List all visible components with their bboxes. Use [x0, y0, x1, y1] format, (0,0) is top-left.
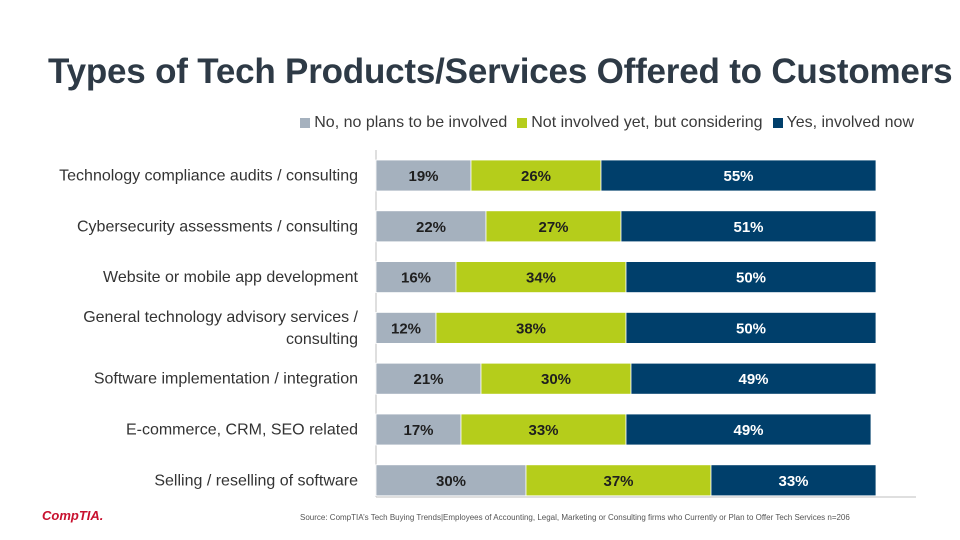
bar-segment-yes [710, 464, 877, 497]
legend-label-yes: Yes, involved now [786, 114, 915, 131]
data-label-yes: 50% [736, 270, 766, 287]
data-label-considering: 34% [526, 270, 556, 287]
category-label: consulting [286, 331, 358, 348]
category-label: Technology compliance audits / consultin… [59, 168, 358, 185]
category-label: General technology advisory services / [83, 309, 358, 326]
bar-segment-considering [480, 362, 632, 395]
data-label-no: 21% [413, 371, 443, 388]
category-label: E-commerce, CRM, SEO related [126, 422, 358, 439]
data-label-no: 22% [416, 219, 446, 236]
data-label-yes: 50% [736, 320, 766, 337]
legend-swatch-no [300, 118, 311, 128]
category-label: Selling / reselling of software [154, 472, 358, 489]
legend-item-no: No, no plans to be involved [300, 114, 507, 132]
data-label-no: 17% [403, 422, 433, 439]
bar-segment-considering [470, 159, 602, 192]
data-label-no: 30% [436, 473, 466, 490]
legend-swatch-considering [517, 118, 528, 128]
data-label-considering: 37% [603, 473, 633, 490]
bar-segment-yes [625, 311, 877, 344]
data-label-yes: 55% [723, 168, 753, 185]
data-label-yes: 49% [738, 371, 768, 388]
data-label-yes: 49% [733, 422, 763, 439]
data-label-yes: 33% [778, 473, 808, 490]
bar-segment-considering [460, 413, 627, 446]
legend-label-no: No, no plans to be involved [314, 114, 508, 131]
legend-item-yes: Yes, involved now [772, 114, 915, 132]
bar-segment-considering [525, 464, 712, 497]
bar-segment-considering [435, 311, 627, 344]
data-label-considering: 26% [521, 168, 551, 185]
bar-segment-yes [630, 362, 877, 395]
bar-segment-no [375, 210, 487, 243]
data-label-no: 19% [408, 168, 438, 185]
bar-segment-yes [600, 159, 877, 192]
data-label-no: 12% [391, 320, 421, 337]
bar-segment-yes [625, 413, 872, 446]
legend: No, no plans to be involved Not involved… [300, 114, 914, 132]
data-label-considering: 38% [516, 320, 546, 337]
bar-segment-no [375, 261, 457, 294]
legend-swatch-yes [772, 118, 783, 128]
data-label-considering: 27% [538, 219, 568, 236]
category-label: Cybersecurity assessments / consulting [77, 218, 358, 235]
legend-label-considering: Not involved yet, but considering [531, 114, 763, 131]
category-label: Website or mobile app development [103, 269, 359, 286]
data-label-considering: 30% [541, 371, 571, 388]
bar-segment-no [375, 464, 527, 497]
bar-segment-yes [625, 261, 877, 294]
data-label-considering: 33% [528, 422, 558, 439]
bar-segment-no [375, 362, 482, 395]
bar-segment-yes [620, 210, 877, 243]
bar-segment-no [375, 311, 437, 344]
data-label-yes: 51% [733, 219, 763, 236]
comptia-logo: CompTIA. [42, 508, 104, 523]
chart-title: Types of Tech Products/Services Offered … [48, 52, 953, 91]
source-note: Source: CompTIA’s Tech Buying Trends|Emp… [300, 513, 850, 522]
legend-item-considering: Not involved yet, but considering [517, 114, 763, 132]
bar-segment-no [375, 413, 462, 446]
bar-segment-no [375, 159, 472, 192]
category-label: Software implementation / integration [94, 371, 358, 388]
data-label-no: 16% [401, 270, 431, 287]
bar-segment-considering [485, 210, 622, 243]
